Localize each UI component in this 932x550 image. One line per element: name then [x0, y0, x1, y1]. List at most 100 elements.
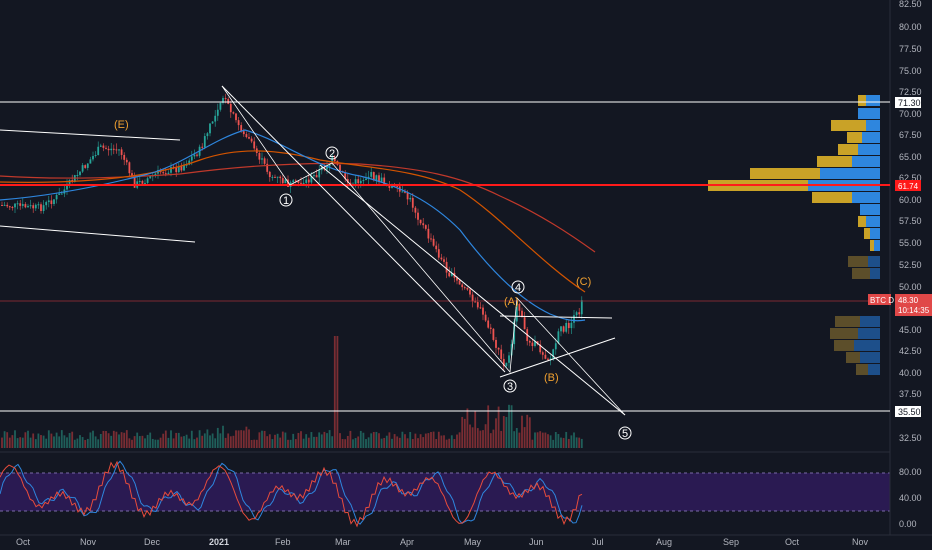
volume-bar — [102, 430, 105, 448]
candle-body — [388, 184, 391, 188]
volume-bar — [193, 439, 196, 448]
volume-bar — [11, 435, 14, 448]
volume-bar — [357, 436, 360, 448]
volume-bar — [8, 437, 11, 448]
candle-body — [227, 99, 230, 104]
candle-body — [112, 148, 115, 150]
candle-body — [29, 205, 32, 207]
volume-bar — [372, 432, 375, 448]
price-axis[interactable] — [890, 0, 932, 535]
candle-body — [37, 204, 40, 206]
time-axis[interactable] — [0, 535, 932, 550]
candle-body — [492, 328, 495, 340]
price-axis-label: 77.50 — [899, 44, 922, 54]
volume-bar — [94, 436, 97, 448]
candle-body — [123, 154, 126, 160]
candle-body — [489, 327, 492, 329]
volume-bar — [177, 432, 180, 448]
volume-bar — [362, 432, 365, 448]
volume-bar — [261, 430, 263, 448]
volume-bar — [250, 439, 253, 448]
volume-bar — [120, 432, 123, 448]
candle-body — [300, 182, 302, 184]
volume-bar — [170, 430, 172, 448]
volume-bar — [427, 433, 430, 448]
candle-body — [107, 148, 110, 151]
volume-profile-row — [858, 328, 880, 339]
volume-bar — [133, 436, 136, 448]
volume-bar — [32, 433, 35, 448]
volume-profile-row — [866, 216, 880, 227]
candle-body — [45, 202, 48, 206]
candle-body — [476, 302, 479, 308]
volume-bar — [531, 439, 534, 448]
volume-bar — [37, 433, 40, 448]
candle-body — [357, 179, 360, 184]
price-axis-label: 67.50 — [899, 130, 922, 140]
candle-body — [99, 145, 102, 147]
candle-body — [502, 358, 505, 367]
volume-bar — [383, 437, 386, 448]
candle-body — [1, 205, 3, 206]
price-pane[interactable] — [0, 0, 890, 452]
candle-body — [305, 179, 308, 183]
volume-profile-row — [820, 168, 880, 179]
candle-body — [349, 182, 352, 185]
candle-body — [424, 225, 427, 229]
volume-profile-row — [858, 216, 866, 227]
candle-body — [164, 173, 167, 175]
triangle-bottom-line[interactable] — [499, 337, 616, 378]
volume-bar — [437, 431, 440, 448]
volume-profile-row — [856, 364, 868, 375]
volume-bar — [201, 435, 204, 448]
volume-bar — [245, 426, 248, 448]
volume-bar — [53, 436, 55, 448]
candle-body — [253, 141, 256, 149]
candle-body — [240, 125, 243, 132]
candle-body — [508, 355, 510, 363]
candle-body — [76, 174, 79, 176]
volume-bar — [190, 430, 193, 448]
volume-bar — [440, 435, 443, 448]
volume-bar — [89, 432, 92, 448]
candle-body — [570, 322, 573, 329]
volume-bar — [534, 432, 536, 448]
trendline-upper-left[interactable] — [0, 129, 181, 141]
volume-bar — [79, 435, 81, 448]
volume-bar — [227, 433, 230, 448]
channel-lower-line[interactable] — [319, 164, 626, 416]
volume-bar — [557, 434, 560, 448]
volume-bar — [86, 438, 89, 448]
candle-body — [203, 136, 206, 148]
candle-body — [201, 146, 204, 148]
volume-bar — [432, 431, 435, 448]
volume-bar — [68, 433, 71, 448]
volume-bar — [318, 432, 321, 448]
candle-body — [370, 172, 373, 177]
candle-body — [94, 155, 97, 157]
volume-profile-row — [817, 156, 852, 167]
volume-profile-row — [862, 132, 880, 143]
candle-body — [565, 322, 568, 332]
candle-body — [396, 185, 399, 187]
candle-body — [242, 131, 245, 135]
volume-bar — [497, 406, 500, 448]
channel-upper-line[interactable] — [221, 85, 506, 373]
volume-bar — [495, 418, 497, 448]
stoch-k-line — [0, 460, 583, 525]
volume-bar — [562, 437, 565, 448]
candle-body — [141, 180, 144, 184]
volume-bar — [570, 435, 573, 448]
candle-body — [232, 112, 235, 114]
trendline-lower-left[interactable] — [0, 225, 196, 243]
candle-body — [19, 203, 22, 206]
candle-body — [406, 192, 409, 200]
triangle-top-line[interactable] — [499, 315, 613, 319]
level-tag-71: 71.30 — [895, 97, 921, 108]
price-axis-label: 72.50 — [899, 87, 922, 97]
volume-bar — [305, 434, 308, 448]
candle-body — [193, 154, 196, 157]
candle-body — [206, 133, 209, 137]
volume-bar — [578, 437, 581, 448]
